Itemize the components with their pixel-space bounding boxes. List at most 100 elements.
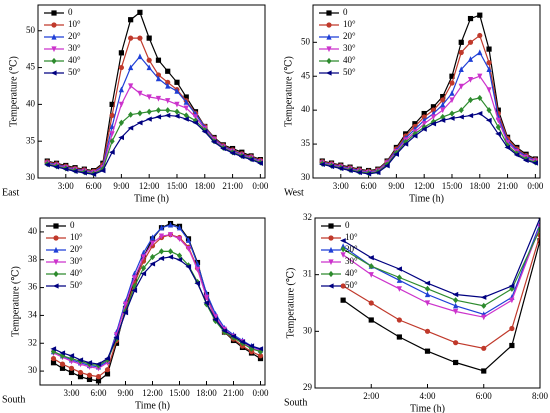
marker — [532, 160, 538, 166]
marker — [449, 73, 455, 79]
plot-area — [44, 9, 263, 177]
marker — [158, 233, 165, 240]
legend-label: 50° — [70, 280, 83, 290]
marker — [118, 119, 124, 126]
marker — [90, 171, 97, 177]
marker — [411, 133, 418, 139]
x-tick-label: 3:00 — [333, 181, 350, 191]
marker — [127, 125, 134, 131]
marker — [86, 372, 93, 378]
legend-marker — [326, 22, 332, 28]
marker — [149, 253, 156, 261]
marker — [396, 274, 402, 281]
marker — [210, 139, 217, 145]
marker — [59, 350, 66, 356]
marker — [424, 300, 431, 307]
legend-marker — [51, 10, 57, 16]
legend-label: 10° — [343, 19, 356, 29]
marker — [248, 343, 255, 349]
marker — [486, 66, 492, 73]
marker — [328, 163, 335, 170]
legend-marker — [326, 46, 332, 53]
legend-marker — [53, 270, 59, 278]
legend-label: 40° — [345, 268, 358, 278]
marker — [203, 300, 210, 306]
x-tick-label: 15:00 — [167, 181, 188, 191]
y-tick-label: 35 — [301, 138, 311, 148]
marker — [481, 345, 487, 351]
marker — [71, 168, 78, 174]
marker — [509, 325, 515, 332]
marker — [495, 124, 501, 131]
legend-label: 0 — [345, 220, 350, 230]
legend-marker — [328, 270, 334, 278]
marker — [495, 117, 501, 124]
marker — [424, 328, 431, 334]
marker — [504, 144, 511, 151]
marker — [146, 108, 152, 115]
marker — [165, 98, 171, 104]
marker — [174, 79, 180, 85]
x-tick-label: 18:00 — [196, 388, 217, 398]
marker — [137, 90, 143, 97]
marker — [149, 234, 156, 241]
marker — [128, 83, 134, 90]
marker — [452, 291, 459, 298]
axis-frame — [314, 217, 541, 389]
series-line — [47, 85, 261, 174]
marker — [340, 238, 346, 244]
marker — [509, 342, 515, 349]
marker — [453, 340, 459, 346]
legend-marker — [52, 283, 59, 289]
legend-marker — [51, 22, 57, 28]
marker — [495, 107, 501, 113]
marker — [77, 357, 84, 363]
marker — [257, 346, 264, 352]
legend-marker — [328, 223, 334, 229]
marker — [68, 369, 75, 376]
y-tick-label: 50 — [26, 25, 36, 35]
series-line — [322, 112, 536, 175]
marker — [95, 378, 102, 384]
marker — [402, 141, 409, 147]
marker — [173, 113, 180, 119]
panel-label: South — [2, 394, 25, 405]
y-tick-label: 32 — [28, 337, 37, 347]
marker — [109, 149, 115, 155]
series-line — [342, 240, 540, 372]
y-tick-label: 40 — [301, 104, 311, 114]
marker — [44, 162, 50, 168]
legend-label: 20° — [343, 31, 356, 41]
marker — [467, 77, 474, 83]
legend-label: 30° — [70, 256, 83, 266]
marker — [109, 138, 115, 145]
marker — [165, 79, 171, 85]
marker — [155, 75, 162, 82]
marker — [537, 223, 540, 230]
x-axis-label: Time (h) — [409, 193, 444, 204]
x-tick-label: 3:00 — [63, 388, 80, 398]
y-axis-label: Temperature (℃) — [8, 56, 19, 127]
x-tick-label: 15:00 — [442, 181, 463, 191]
marker — [356, 169, 362, 176]
marker — [477, 32, 483, 39]
marker — [238, 154, 245, 160]
marker — [118, 134, 124, 141]
marker — [257, 355, 264, 362]
marker — [430, 107, 437, 113]
marker — [128, 35, 134, 41]
marker — [146, 116, 152, 122]
marker — [155, 107, 162, 114]
marker — [458, 39, 464, 45]
marker — [421, 114, 427, 120]
marker — [185, 264, 192, 270]
marker — [239, 339, 246, 345]
y-tick-label: 45 — [26, 62, 36, 72]
marker — [477, 73, 483, 80]
marker — [77, 374, 84, 380]
marker — [59, 365, 66, 371]
marker — [485, 117, 492, 123]
legend-label: 20° — [70, 244, 83, 254]
marker — [53, 164, 60, 170]
y-tick-label: 32 — [303, 212, 312, 222]
